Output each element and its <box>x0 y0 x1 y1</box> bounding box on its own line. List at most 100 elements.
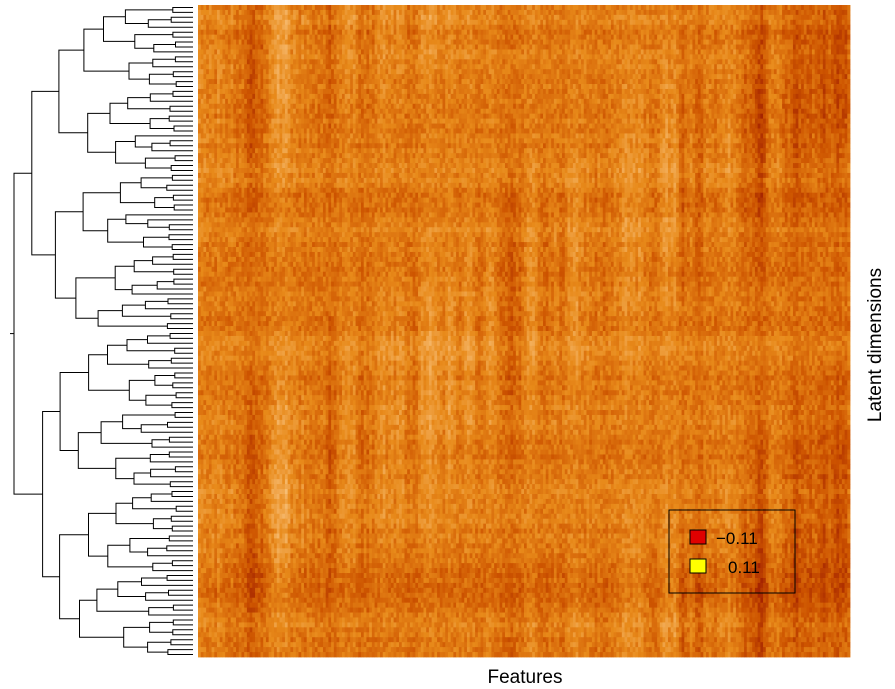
heatmap-cell <box>285 30 288 35</box>
heatmap-cell <box>486 94 489 99</box>
heatmap-cell <box>595 45 598 50</box>
heatmap-cell <box>491 79 494 84</box>
heatmap-cell <box>448 10 451 15</box>
heatmap-cell <box>828 69 831 74</box>
heatmap-cell <box>663 99 666 104</box>
heatmap-cell <box>353 40 356 45</box>
heatmap-cell <box>774 49 777 54</box>
heatmap-cell <box>470 30 473 35</box>
heatmap-cell <box>252 15 255 20</box>
heatmap-cell <box>722 25 725 30</box>
heatmap-cell <box>527 69 530 74</box>
heatmap-cell <box>804 79 807 84</box>
heatmap-cell <box>353 99 356 104</box>
heatmap-cell <box>641 64 644 69</box>
heatmap-cell <box>567 30 570 35</box>
heatmap-cell <box>845 54 848 59</box>
heatmap-cell <box>241 69 244 74</box>
heatmap-cell <box>337 64 340 69</box>
heatmap-cell <box>464 59 467 64</box>
heatmap-cell <box>711 99 714 104</box>
heatmap-cell <box>627 99 630 104</box>
heatmap-cell <box>755 35 758 40</box>
heatmap-cell <box>459 89 462 94</box>
dendrogram-branch <box>133 498 177 509</box>
heatmap-cell <box>576 94 579 99</box>
heatmap-cell <box>423 94 426 99</box>
heatmap-cell <box>410 45 413 50</box>
heatmap-cell <box>274 5 277 10</box>
heatmap-cell <box>845 74 848 79</box>
heatmap-cell <box>817 20 820 25</box>
heatmap-cell <box>396 10 399 15</box>
heatmap-cell <box>551 54 554 59</box>
heatmap-cell <box>494 69 497 74</box>
heatmap-cell <box>763 79 766 84</box>
heatmap-cell <box>437 69 440 74</box>
heatmap-cell <box>407 99 410 104</box>
heatmap-cell <box>722 10 725 15</box>
heatmap-cell <box>423 99 426 104</box>
heatmap-cell <box>399 94 402 99</box>
heatmap-cell <box>557 25 560 30</box>
heatmap-cell <box>413 20 416 25</box>
heatmap-cell <box>676 5 679 10</box>
heatmap-cell <box>815 30 818 35</box>
heatmap-cell <box>573 79 576 84</box>
heatmap-cell <box>573 49 576 54</box>
heatmap-cell <box>459 74 462 79</box>
heatmap-cell <box>415 35 418 40</box>
heatmap-cell <box>217 40 220 45</box>
heatmap-cell <box>437 15 440 20</box>
heatmap-cell <box>293 54 296 59</box>
heatmap-cell <box>415 74 418 79</box>
heatmap-cell <box>630 84 633 89</box>
heatmap-cell <box>252 45 255 50</box>
heatmap-cell <box>445 40 448 45</box>
heatmap-cell <box>769 25 772 30</box>
heatmap-cell <box>736 84 739 89</box>
heatmap-cell <box>720 99 723 104</box>
heatmap-cell <box>391 40 394 45</box>
heatmap-cell <box>646 35 649 40</box>
heatmap-cell <box>521 45 524 50</box>
heatmap-cell <box>595 64 598 69</box>
heatmap-cell <box>280 54 283 59</box>
heatmap-cell <box>301 49 304 54</box>
heatmap-cell <box>432 35 435 40</box>
heatmap-cell <box>749 54 752 59</box>
heatmap-cell <box>701 45 704 50</box>
heatmap-cell <box>809 30 812 35</box>
heatmap-cell <box>337 89 340 94</box>
heatmap-cell <box>214 64 217 69</box>
heatmap-cell <box>478 84 481 89</box>
heatmap-cell <box>826 64 829 69</box>
heatmap-cell <box>747 30 750 35</box>
heatmap-cell <box>711 49 714 54</box>
heatmap-cell <box>557 15 560 20</box>
heatmap-cell <box>736 74 739 79</box>
heatmap-cell <box>663 64 666 69</box>
heatmap-cell <box>842 15 845 20</box>
heatmap-cell <box>266 30 269 35</box>
heatmap-cell <box>429 10 432 15</box>
heatmap-cell <box>372 45 375 50</box>
heatmap-cell <box>464 74 467 79</box>
heatmap-cell <box>749 94 752 99</box>
heatmap-cell <box>834 25 837 30</box>
heatmap-cell <box>236 30 239 35</box>
heatmap-cell <box>345 84 348 89</box>
heatmap-cell <box>353 54 356 59</box>
heatmap-cell <box>714 35 717 40</box>
heatmap-cell <box>586 25 589 30</box>
heatmap-cell <box>657 54 660 59</box>
dendrogram-branch <box>176 393 193 398</box>
dendrogram-branch <box>134 261 174 272</box>
heatmap-cell <box>198 35 201 40</box>
heatmap-cell <box>448 59 451 64</box>
heatmap-cell <box>603 5 606 10</box>
heatmap-cell <box>252 30 255 35</box>
heatmap-cell <box>353 64 356 69</box>
heatmap-cell <box>557 40 560 45</box>
heatmap-cell <box>236 10 239 15</box>
